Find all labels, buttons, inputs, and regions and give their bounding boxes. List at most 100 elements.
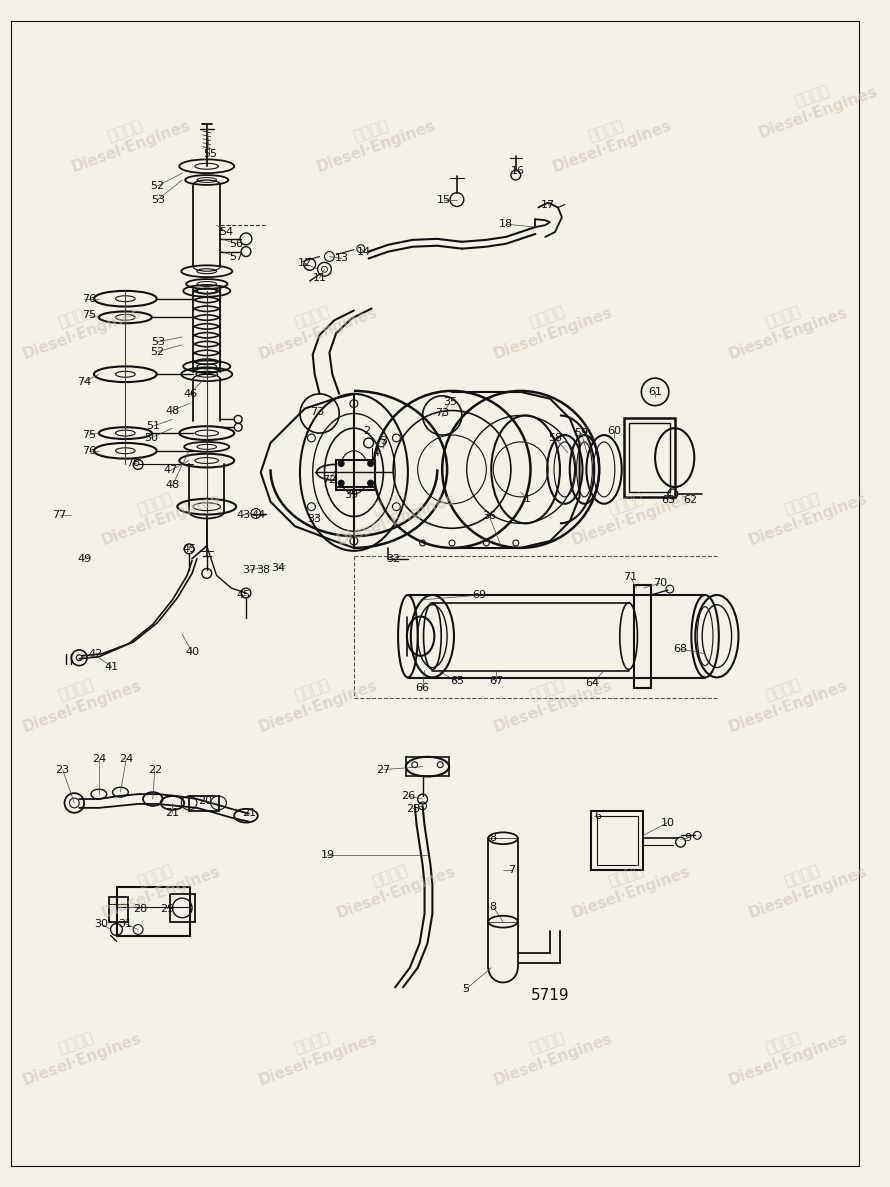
Bar [336, 459, 376, 487]
Text: 柴发动力
Diesel·Engines: 柴发动力 Diesel·Engines [721, 661, 850, 735]
Text: 14: 14 [357, 247, 371, 256]
Circle shape [368, 481, 374, 487]
Text: 53: 53 [150, 195, 165, 204]
Text: 73: 73 [435, 408, 449, 419]
Text: 47: 47 [164, 465, 178, 475]
Text: 61: 61 [648, 387, 662, 396]
Text: 51: 51 [146, 421, 160, 431]
Text: 55: 55 [203, 148, 216, 159]
Text: 78: 78 [126, 457, 141, 468]
Bar [624, 418, 675, 497]
Text: 柴发动力
Diesel·Engines: 柴发动力 Diesel·Engines [486, 661, 615, 735]
Text: 7: 7 [508, 864, 515, 875]
Text: 柴发动力
Diesel·Engines: 柴发动力 Diesel·Engines [545, 102, 674, 176]
Text: 70: 70 [653, 578, 668, 589]
Text: 柴发动力
Diesel·Engines: 柴发动力 Diesel·Engines [750, 68, 879, 141]
Text: 50: 50 [144, 433, 158, 443]
Text: 柴发动力
Diesel·Engines: 柴发动力 Diesel·Engines [14, 288, 144, 362]
Text: 13: 13 [336, 254, 349, 264]
Text: 柴发动力
Diesel·Engines: 柴发动力 Diesel·Engines [93, 475, 222, 548]
Text: 19: 19 [320, 850, 335, 859]
Text: 22: 22 [148, 764, 162, 775]
Text: 24: 24 [119, 754, 134, 763]
Text: 65: 65 [450, 677, 464, 686]
Text: 18: 18 [499, 220, 513, 229]
Text: 59: 59 [574, 429, 588, 438]
Text: 柴发动力
Diesel·Engines: 柴发动力 Diesel·Engines [328, 475, 457, 548]
Text: 柴发动力
Diesel·Engines: 柴发动力 Diesel·Engines [309, 102, 438, 176]
Text: 3: 3 [380, 436, 387, 446]
Text: 48: 48 [166, 480, 180, 490]
Text: 57: 57 [229, 252, 243, 261]
Text: 56: 56 [230, 239, 243, 249]
Text: 64: 64 [586, 678, 599, 688]
Text: 63: 63 [661, 495, 675, 504]
Circle shape [338, 481, 344, 487]
Text: 柴发动力
Diesel·Engines: 柴发动力 Diesel·Engines [721, 1015, 850, 1087]
Text: 柴发动力
Diesel·Engines: 柴发动力 Diesel·Engines [14, 1015, 144, 1087]
Text: 76: 76 [82, 293, 96, 304]
Text: 32: 32 [386, 553, 400, 564]
Text: 10: 10 [661, 818, 675, 827]
Text: 4: 4 [373, 447, 380, 458]
Text: 53: 53 [150, 337, 165, 347]
Text: 柴发动力
Diesel·Engines: 柴发动力 Diesel·Engines [93, 848, 222, 921]
Bar [109, 897, 128, 921]
Text: 45: 45 [182, 544, 196, 554]
Text: 38: 38 [256, 565, 271, 576]
Text: 54: 54 [219, 227, 233, 237]
Text: 6: 6 [595, 811, 602, 820]
Text: 柴发动力
Diesel·Engines: 柴发动力 Diesel·Engines [250, 661, 379, 735]
Text: 73: 73 [311, 406, 325, 417]
Bar [597, 815, 638, 865]
Text: 39: 39 [344, 490, 358, 500]
Text: 2: 2 [363, 426, 370, 436]
Text: 柴发动力
Diesel·Engines: 柴发动力 Diesel·Engines [740, 475, 870, 548]
Text: 60: 60 [607, 426, 621, 436]
Bar [634, 585, 651, 688]
Bar [117, 888, 190, 937]
Bar [171, 894, 195, 921]
Text: 8: 8 [490, 902, 497, 912]
Text: 12: 12 [298, 259, 312, 268]
Text: 30: 30 [93, 919, 108, 928]
Text: 34: 34 [271, 564, 286, 573]
Text: 68: 68 [674, 643, 688, 654]
Text: 52: 52 [150, 180, 165, 191]
Text: 柴发动力
Diesel·Engines: 柴发动力 Diesel·Engines [740, 848, 870, 921]
Text: 36: 36 [482, 512, 497, 521]
Text: 42: 42 [89, 649, 103, 659]
Text: 71: 71 [624, 572, 637, 583]
Bar [336, 463, 376, 490]
Text: 58: 58 [548, 433, 562, 443]
Text: 52: 52 [150, 347, 165, 356]
Text: 37: 37 [242, 565, 256, 576]
Text: 柴发动力
Diesel·Engines: 柴发动力 Diesel·Engines [721, 288, 850, 362]
Text: 柴发动力
Diesel·Engines: 柴发动力 Diesel·Engines [328, 848, 457, 921]
Text: 1: 1 [524, 494, 531, 503]
Text: 67: 67 [490, 677, 503, 686]
Text: 柴发动力
Diesel·Engines: 柴发动力 Diesel·Engines [14, 661, 144, 735]
Text: 23: 23 [55, 764, 69, 775]
Text: 29: 29 [160, 904, 174, 914]
Text: 62: 62 [684, 495, 698, 504]
Text: 8: 8 [490, 833, 497, 843]
Text: 41: 41 [104, 661, 118, 672]
Text: 45: 45 [236, 590, 250, 599]
Text: 柴发动力
Diesel·Engines: 柴发动力 Diesel·Engines [250, 1015, 379, 1087]
Text: 28: 28 [133, 904, 147, 914]
Circle shape [368, 461, 374, 466]
Bar [628, 424, 670, 491]
Text: 24: 24 [92, 754, 106, 763]
Text: 49: 49 [77, 553, 92, 564]
Text: 40: 40 [185, 647, 199, 656]
Text: 25: 25 [406, 804, 420, 814]
Text: 9: 9 [684, 833, 691, 843]
Text: 44: 44 [252, 509, 266, 520]
Text: 柴发动力
Diesel·Engines: 柴发动力 Diesel·Engines [486, 288, 615, 362]
Text: 柴发动力
Diesel·Engines: 柴发动力 Diesel·Engines [486, 1015, 615, 1087]
Text: 17: 17 [541, 199, 555, 210]
Text: 77: 77 [53, 509, 67, 520]
Text: 11: 11 [312, 273, 327, 283]
Text: 柴发动力
Diesel·Engines: 柴发动力 Diesel·Engines [250, 288, 379, 362]
